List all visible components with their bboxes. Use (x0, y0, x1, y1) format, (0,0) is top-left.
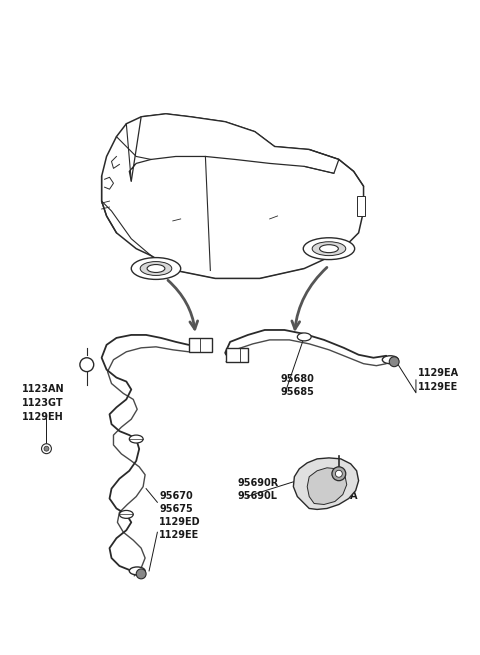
Ellipse shape (120, 510, 133, 518)
Polygon shape (102, 114, 363, 278)
Ellipse shape (140, 261, 172, 276)
Text: 95690R: 95690R (238, 478, 279, 489)
Ellipse shape (297, 333, 311, 341)
Circle shape (44, 446, 49, 451)
Text: 1123GT: 1123GT (22, 398, 63, 408)
Circle shape (332, 467, 346, 481)
Polygon shape (293, 458, 359, 510)
Text: 1129EH: 1129EH (22, 412, 63, 422)
Ellipse shape (383, 356, 398, 364)
Ellipse shape (320, 245, 338, 253)
Bar (189, 338, 212, 352)
Text: 1123AN: 1123AN (22, 384, 64, 394)
Circle shape (136, 569, 146, 579)
Ellipse shape (312, 242, 346, 255)
Polygon shape (129, 114, 339, 181)
Bar (226, 348, 248, 362)
Text: 1129ED: 1129ED (159, 517, 201, 527)
Text: 95675: 95675 (159, 504, 193, 514)
Circle shape (42, 443, 51, 454)
Ellipse shape (303, 238, 355, 259)
Ellipse shape (131, 257, 180, 280)
Text: 1129EA: 1129EA (418, 368, 459, 378)
Ellipse shape (147, 265, 165, 272)
Text: 95680: 95680 (280, 375, 314, 384)
Ellipse shape (129, 567, 145, 575)
Ellipse shape (129, 435, 143, 443)
Text: 1125DA: 1125DA (316, 491, 359, 501)
Circle shape (80, 358, 94, 371)
Bar (357, 196, 364, 216)
Text: 1129EE: 1129EE (159, 531, 200, 540)
Polygon shape (307, 468, 347, 504)
Text: 95670: 95670 (159, 491, 193, 501)
Circle shape (389, 357, 399, 367)
Text: 95685: 95685 (280, 387, 314, 398)
Text: 95690L: 95690L (238, 491, 277, 501)
Text: 1129EE: 1129EE (418, 382, 458, 392)
Circle shape (336, 470, 342, 477)
